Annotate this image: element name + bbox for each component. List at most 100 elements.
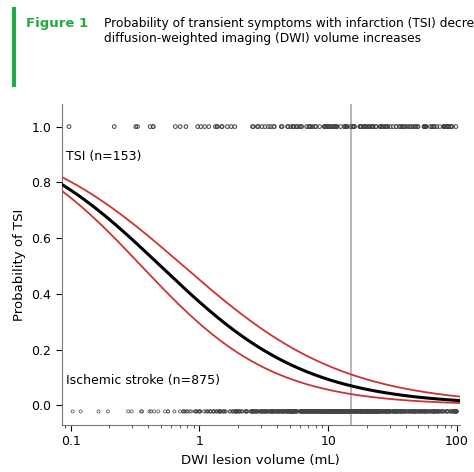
Point	[290, 408, 297, 415]
Point	[327, 408, 334, 415]
Point	[369, 123, 376, 130]
Point	[307, 123, 314, 130]
Point	[367, 408, 375, 415]
Point	[414, 123, 422, 130]
Point	[303, 408, 311, 415]
Point	[383, 123, 391, 130]
Point	[424, 408, 431, 415]
Point	[248, 408, 256, 415]
Point	[373, 123, 380, 130]
Point	[267, 408, 275, 415]
Point	[258, 408, 265, 415]
Point	[391, 408, 398, 415]
Point	[195, 408, 203, 415]
Point	[411, 123, 419, 130]
Point	[325, 408, 333, 415]
Point	[297, 408, 305, 415]
Point	[279, 408, 286, 415]
Point	[414, 408, 421, 415]
Point	[428, 408, 436, 415]
Point	[352, 408, 359, 415]
Point	[316, 408, 324, 415]
Point	[338, 408, 346, 415]
Point	[278, 408, 285, 415]
Point	[370, 408, 378, 415]
Point	[132, 123, 139, 130]
Point	[313, 408, 320, 415]
Point	[161, 408, 169, 415]
Point	[314, 408, 322, 415]
Point	[358, 408, 366, 415]
Point	[238, 408, 246, 415]
Point	[389, 408, 397, 415]
Point	[339, 408, 346, 415]
Point	[289, 408, 296, 415]
Point	[303, 408, 310, 415]
Point	[422, 123, 430, 130]
Point	[438, 408, 446, 415]
Point	[430, 123, 438, 130]
Point	[323, 408, 331, 415]
Point	[218, 408, 225, 415]
Point	[447, 123, 455, 130]
Point	[284, 408, 292, 415]
Point	[191, 408, 199, 415]
Point	[339, 408, 346, 415]
Point	[310, 408, 318, 415]
Point	[451, 408, 459, 415]
Point	[325, 123, 332, 130]
Point	[251, 408, 259, 415]
Point	[290, 408, 298, 415]
Point	[374, 408, 382, 415]
Point	[289, 408, 297, 415]
Point	[282, 408, 289, 415]
Point	[289, 408, 297, 415]
Point	[333, 408, 340, 415]
Point	[269, 408, 277, 415]
Point	[233, 408, 240, 415]
Point	[283, 408, 290, 415]
Point	[321, 123, 329, 130]
Point	[289, 408, 296, 415]
Point	[286, 408, 294, 415]
Point	[212, 408, 220, 415]
Point	[314, 408, 321, 415]
Point	[351, 408, 358, 415]
Point	[293, 123, 301, 130]
Point	[276, 408, 284, 415]
Point	[426, 408, 434, 415]
Point	[384, 408, 392, 415]
Point	[401, 408, 409, 415]
Point	[374, 408, 382, 415]
Point	[389, 408, 396, 415]
Point	[410, 408, 418, 415]
Point	[283, 408, 291, 415]
Point	[321, 408, 328, 415]
Point	[243, 408, 250, 415]
Point	[372, 408, 380, 415]
Point	[321, 123, 328, 130]
Point	[422, 408, 429, 415]
Point	[271, 408, 278, 415]
Point	[322, 408, 329, 415]
Point	[137, 408, 145, 415]
Point	[365, 408, 372, 415]
Point	[356, 408, 364, 415]
Point	[277, 408, 284, 415]
Point	[263, 408, 271, 415]
Point	[312, 408, 320, 415]
Point	[358, 408, 366, 415]
Point	[330, 408, 337, 415]
Point	[389, 408, 396, 415]
Point	[430, 408, 438, 415]
Point	[368, 408, 376, 415]
Point	[356, 408, 364, 415]
Point	[345, 408, 352, 415]
Point	[333, 408, 340, 415]
Point	[347, 408, 355, 415]
Point	[357, 123, 365, 130]
Point	[328, 408, 336, 415]
Point	[249, 123, 256, 130]
Point	[320, 408, 328, 415]
Point	[304, 408, 311, 415]
